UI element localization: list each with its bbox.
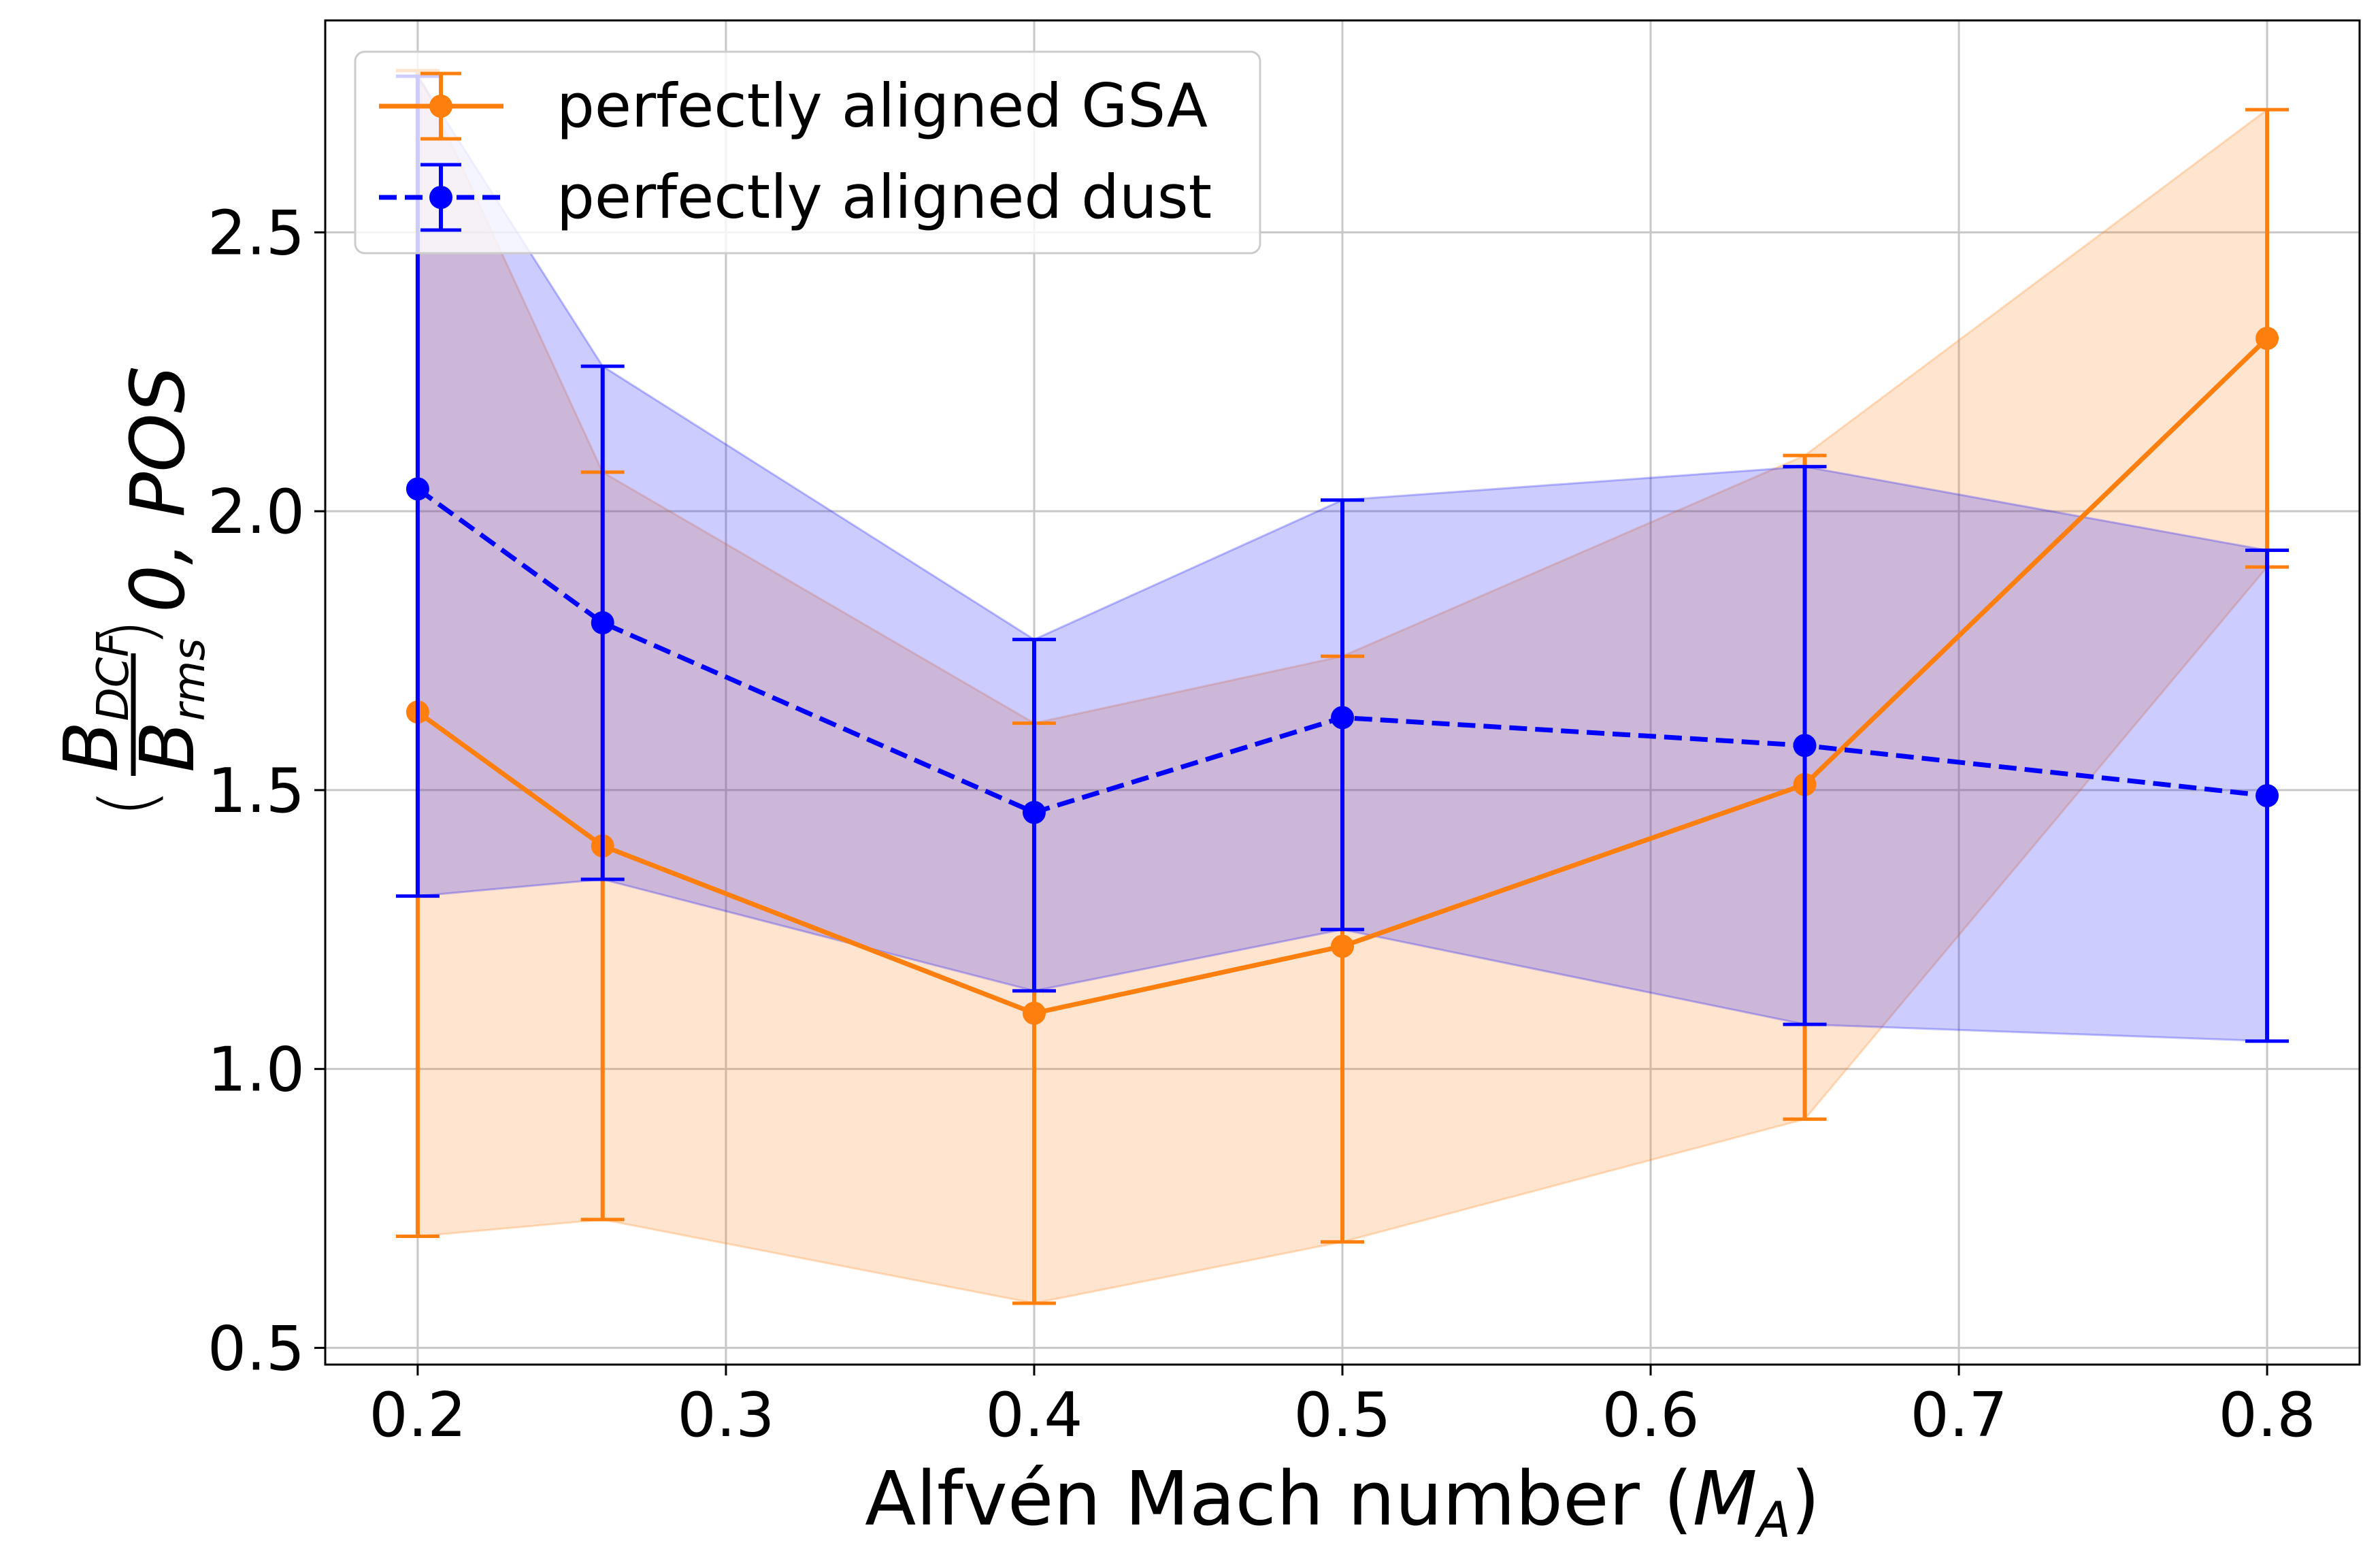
legend-label: perfectly aligned GSA xyxy=(557,71,1208,141)
svg-text:): ) xyxy=(84,619,171,648)
y-tick-label: 1.0 xyxy=(208,1034,305,1106)
svg-text:BDCF: BDCF xyxy=(48,632,139,772)
legend-box xyxy=(354,50,1261,255)
legend-label: perfectly aligned dust xyxy=(557,162,1212,232)
axis-ticks: 0.2 0.3 0.4 0.5 0.6 0.7 0.8 0.5 1.0 1.5 2.0 2.5 xyxy=(208,197,2316,1451)
x-tick-label: 0.8 xyxy=(2219,1380,2316,1451)
svg-text:Brms: Brms xyxy=(124,638,215,772)
y-axis-label: ( BDCF Brms ) 0, POS xyxy=(48,365,215,817)
x-tick-label: 0.7 xyxy=(1910,1380,2007,1451)
series-line xyxy=(416,336,2269,1016)
y-tick-label: 0.5 xyxy=(208,1313,305,1384)
series-lines xyxy=(395,69,2290,1305)
data-point xyxy=(2255,327,2279,351)
x-tick-label: 0.5 xyxy=(1293,1380,1391,1451)
x-tick-label: 0.2 xyxy=(369,1380,466,1451)
data-point xyxy=(1793,734,1817,757)
legend-item-0: perfectly aligned GSA xyxy=(379,71,1208,141)
legend-item-1: perfectly aligned dust xyxy=(379,162,1212,232)
x-tick-label: 0.4 xyxy=(985,1380,1082,1451)
data-point xyxy=(1022,1001,1046,1025)
series-line xyxy=(416,487,2268,815)
data-point xyxy=(406,477,429,501)
y-tick-label: 2.0 xyxy=(208,476,305,548)
legend-marker xyxy=(429,186,452,209)
x-tick-label: 0.3 xyxy=(677,1380,774,1451)
svg-text:0, POS: 0, POS xyxy=(114,365,201,613)
legend: perfectly aligned GSA perfectly aligned d… xyxy=(354,50,1261,255)
y-tick-label: 1.5 xyxy=(208,755,305,827)
x-tick-label: 0.6 xyxy=(1602,1380,1699,1451)
legend-marker xyxy=(429,95,452,118)
svg-text:(: ( xyxy=(84,789,171,818)
x-axis-label: Alfvén Mach number (MA) xyxy=(865,1455,1820,1548)
data-point xyxy=(1331,934,1354,958)
data-point xyxy=(1022,800,1046,824)
data-point xyxy=(2255,784,2279,808)
data-point xyxy=(1331,706,1354,730)
data-point xyxy=(591,611,614,635)
y-tick-label: 2.5 xyxy=(208,197,305,269)
